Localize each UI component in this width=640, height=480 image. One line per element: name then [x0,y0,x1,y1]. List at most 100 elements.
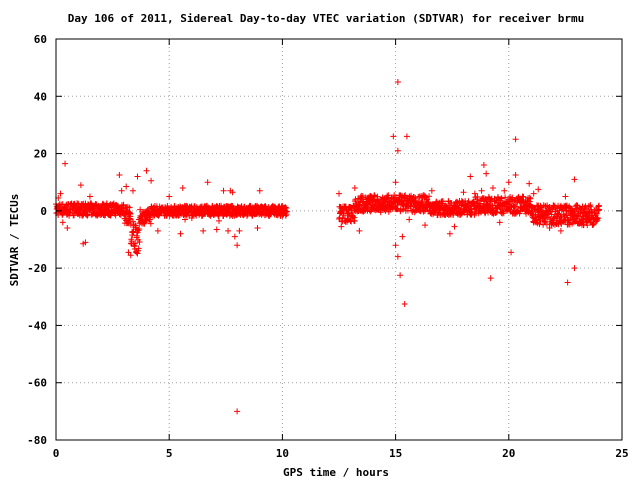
data-point [401,300,408,307]
data-point [356,227,363,234]
data-point [526,180,533,187]
y-tick-label: 0 [40,205,47,218]
y-tick-label: -40 [27,319,47,332]
data-point [458,202,465,209]
data-point [517,199,524,206]
data-point [338,223,345,230]
data-point [478,187,485,194]
data-point [593,216,600,223]
data-point [254,225,261,232]
data-point [593,210,600,217]
data-point [377,209,384,216]
plot-frame [55,38,623,441]
data-point [177,230,184,237]
data-point [588,206,595,213]
data-point [182,216,189,223]
data-point [412,195,419,202]
data-point [351,217,358,224]
data-point [188,215,195,222]
data-point [480,162,487,169]
x-tick-label: 25 [615,447,628,460]
data-point [587,219,594,226]
data-point [57,190,64,197]
data-point [555,210,562,217]
data-point [573,202,580,209]
data-point [428,187,435,194]
data-point [86,193,93,200]
data-point [535,186,542,193]
data-point [508,249,515,256]
data-point [530,190,537,197]
data-point [133,232,140,239]
data-point [385,192,392,199]
x-tick-label: 15 [389,447,402,460]
data-point [216,217,223,224]
data-point [546,225,553,232]
data-point [451,223,458,230]
data-point [345,216,352,223]
data-point [526,194,533,201]
data-point [487,275,494,282]
data-point [563,211,570,218]
data-point [64,225,71,232]
data-point [489,184,496,191]
data-point [496,219,503,226]
data-point [127,252,134,259]
data-point [527,195,534,202]
data-point [71,212,78,219]
data-point [394,147,401,154]
data-point [129,187,136,194]
data-point [236,227,243,234]
data-point [148,177,155,184]
data-point [571,176,578,183]
data-point [116,172,123,179]
data-point [392,179,399,186]
data-point [359,193,366,200]
data-point [123,183,130,190]
y-tick-label: 40 [34,90,47,103]
data-point [426,193,433,200]
data-point [166,193,173,200]
data-point [512,136,519,143]
data-point [422,222,429,229]
data-point [580,222,587,229]
chart-title: Day 106 of 2011, Sidereal Day-to-day VTE… [68,12,585,25]
data-point [82,239,89,246]
data-point [136,239,143,246]
x-tick-label: 10 [276,447,289,460]
data-point [471,190,478,197]
y-tick-label: 60 [34,33,47,46]
data-point [596,206,603,213]
data-point [547,205,554,212]
data-point [419,198,426,205]
data-point [127,210,134,217]
grid-lines [56,39,622,440]
data-point [520,193,527,200]
data-point [571,265,578,272]
data-point [77,182,84,189]
data-point [392,242,399,249]
data-point [231,233,238,240]
data-point [220,187,227,194]
tick-labels: 0 5 10 15 20 25 -80 -60 -40 -20 0 20 40 60 [27,33,629,460]
data-point [135,245,142,252]
data-point [537,217,544,224]
data-point [143,167,150,174]
data-point [351,184,358,191]
data-point [134,173,141,180]
data-point [371,192,378,199]
y-axis-label: SDTVAR / TECUs [8,194,21,287]
data-point [483,170,490,177]
data-point [256,187,263,194]
x-tick-label: 5 [166,447,173,460]
data-point [498,195,505,202]
x-axis-label: GPS time / hours [283,466,389,479]
data-point [564,279,571,286]
data-point [336,190,342,197]
data-point [403,133,410,140]
data-point [118,187,125,194]
data-point [59,219,66,226]
data-point [204,179,211,186]
data-point [234,242,241,249]
